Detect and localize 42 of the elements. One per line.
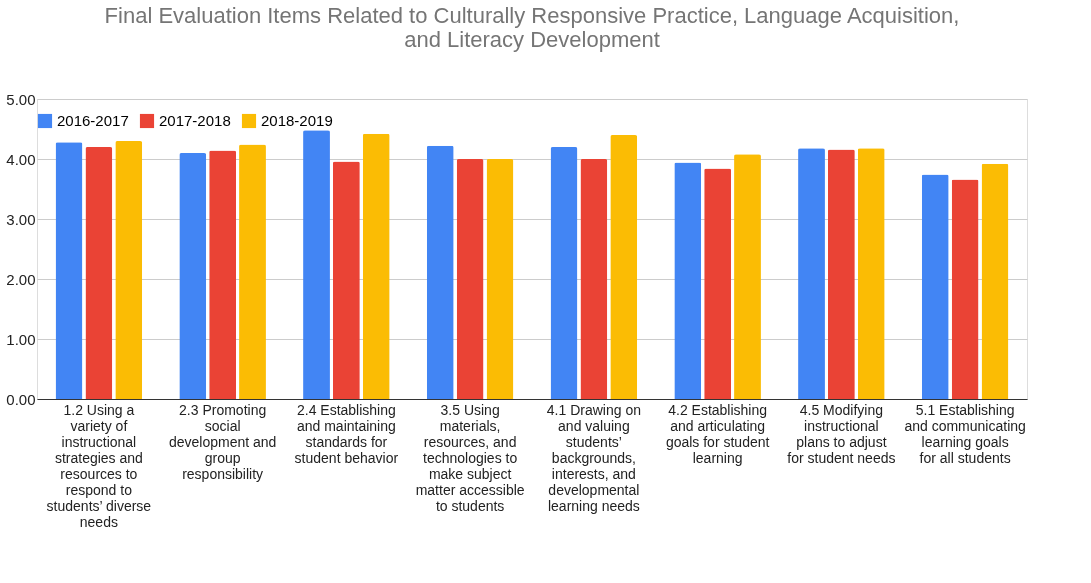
x-tick-label: 4.2 Establishing and articulating goals for student learning: [665, 401, 770, 466]
bar: [951, 179, 979, 399]
chart-title: Final Evaluation Items Related to Culturally Responsive Practice, Language Acquisition, and Literacy Development: [104, 3, 960, 52]
y-tick-label: 4.00: [6, 150, 36, 168]
bar: [704, 168, 732, 399]
x-tick-label: 3.5 Using materials, resources, and technologies to make subject matter accessible to students: [415, 401, 525, 514]
bar: [426, 145, 454, 399]
bar: [55, 142, 83, 399]
y-tick-label: 1.00: [6, 330, 36, 348]
bar: [362, 133, 390, 399]
x-tick-label: 5.1 Establishing and communicating learning goals for all students: [904, 401, 1026, 466]
bar: [610, 135, 638, 399]
x-tick-label: 2.3 Promoting social development and group responsibility: [168, 401, 277, 482]
y-tick-label: 2.00: [6, 270, 36, 288]
bar: [486, 159, 514, 399]
bar: [332, 161, 360, 399]
bar: [209, 150, 237, 399]
bar: [798, 148, 825, 399]
bar: [580, 159, 608, 399]
x-tick-label: 2.4 Establishing and maintaining standards for student behavior: [294, 401, 399, 466]
legend-label: 2016-2017: [57, 112, 129, 129]
bar: [239, 144, 266, 399]
bar: [115, 141, 143, 399]
legend-label: 2018-2019: [261, 112, 333, 129]
bar: [921, 174, 949, 399]
bar: [179, 153, 207, 399]
bar: [550, 147, 578, 399]
bar: [674, 162, 702, 399]
y-tick-label: 0.00: [6, 390, 36, 408]
bar: [85, 147, 113, 399]
bar: [734, 154, 761, 399]
bar: [303, 130, 330, 399]
bar: [857, 148, 885, 399]
y-tick-label: 5.00: [6, 90, 36, 108]
x-tick-label: 4.1 Drawing on and valuing students’ backgrounds, interests, and developmental learning needs: [546, 401, 641, 514]
bar: [456, 159, 484, 399]
bar: [981, 163, 1009, 399]
bar: [827, 149, 855, 399]
y-tick-label: 3.00: [6, 210, 36, 228]
x-tick-label: 4.5 Modifying instructional plans to adjust for student needs: [787, 401, 896, 466]
x-tick-label: 1.2 Using a variety of instructional strategies and resources to respond to students’ diverse needs: [46, 401, 152, 530]
legend-label: 2017-2018: [159, 112, 231, 129]
